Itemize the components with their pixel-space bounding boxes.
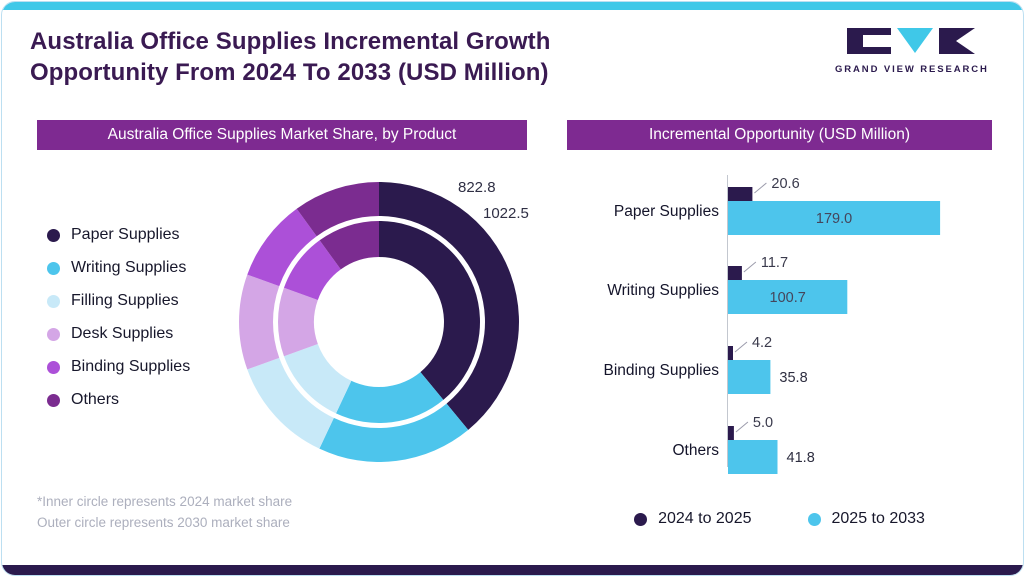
donut-segment-paper-supplies-inner [379, 221, 480, 400]
donut-legend: Paper Supplies Writing Supplies Filling Su… [47, 224, 190, 422]
callout-line-binding-supplies [734, 341, 748, 353]
legend-item-filling-supplies: Filling Supplies [47, 290, 190, 312]
donut-footnote-line-1: *Inner circle represents 2024 market sha… [37, 494, 293, 509]
legend-label-desk-supplies: Desk Supplies [71, 325, 174, 342]
legend-dot-others [47, 393, 60, 407]
top-accent-bar [2, 2, 1023, 10]
outer-ring-total-label: 1022.5 [483, 205, 529, 222]
legend-dot-filling-supplies [47, 294, 60, 308]
bar-value-label-2025-to-2033-paper-supplies: 179.0 [816, 211, 852, 227]
bar-2025-to-2033-others [728, 440, 778, 474]
market-share-donut [239, 182, 519, 463]
donut-segment-others-inner [319, 221, 379, 270]
inner-ring-total-label: 822.8 [458, 179, 496, 196]
market-share-panel-header: Australia Office Supplies Market Share, … [37, 120, 527, 150]
donut-segment-filling-supplies-inner [283, 344, 352, 414]
incremental-bar-chart-wrap: Paper Supplies 20.6 179.0 Writing Supplies 1… [562, 165, 997, 495]
donut-footnote: *Inner circle represents 2024 market sha… [37, 491, 292, 533]
bar-value-label-2025-to-2033-binding-supplies: 35.8 [779, 370, 807, 386]
donut-segment-binding-supplies-outer [247, 208, 317, 287]
donut-segment-binding-supplies-inner [283, 240, 341, 300]
donut-segment-desk-supplies-outer [239, 274, 280, 370]
legend-label-binding-supplies: Binding Supplies [71, 358, 191, 375]
donut-segment-writing-supplies-outer [319, 403, 469, 463]
bar-value-label-2025-to-2033-others: 41.8 [787, 450, 815, 466]
bar-legend-item-2025-to-2033: 2025 to 2033 [807, 508, 925, 530]
legend-item-writing-supplies: Writing Supplies [47, 257, 190, 279]
category-label-paper-supplies: Paper Supplies [614, 203, 719, 220]
legend-dot-binding-supplies [47, 360, 60, 374]
callout-line-writing-supplies [743, 261, 757, 273]
category-label-binding-supplies: Binding Supplies [604, 362, 720, 379]
bar-2025-to-2033-binding-supplies [728, 360, 771, 394]
bar-legend-dot-2024-to-2025 [634, 512, 648, 526]
legend-label-filling-supplies: Filling Supplies [71, 292, 179, 309]
category-label-others: Others [672, 442, 719, 459]
bar-value-label-2025-to-2033-writing-supplies: 100.7 [770, 290, 806, 306]
gvr-logo-mark [847, 28, 975, 54]
donut-segment-desk-supplies-inner [277, 287, 318, 357]
callout-line-paper-supplies [754, 182, 767, 194]
page-title-line-1: Australia Office Supplies Incremental Gr… [30, 28, 551, 55]
bar-value-label-2024-to-2025-others: 5.0 [753, 415, 773, 431]
donut-segment-filling-supplies-outer [247, 357, 334, 449]
legend-item-desk-supplies: Desk Supplies [47, 323, 190, 345]
bar-2024-to-2025-writing-supplies [728, 266, 742, 280]
bar-2024-to-2025-others [728, 426, 734, 440]
incremental-bar-chart: Paper Supplies 20.6 179.0 Writing Supplies 1… [604, 175, 941, 474]
legend-item-paper-supplies: Paper Supplies [47, 224, 190, 246]
gvr-logo-text: GRAND VIEW RESEARCH [835, 64, 989, 75]
legend-item-others: Others [47, 389, 190, 411]
legend-label-paper-supplies: Paper Supplies [71, 226, 180, 243]
incremental-opportunity-panel-header: Incremental Opportunity (USD Million) [567, 120, 992, 150]
bar-value-label-2024-to-2025-writing-supplies: 11.7 [761, 255, 788, 271]
bar-legend-item-2024-to-2025: 2024 to 2025 [634, 508, 752, 530]
legend-dot-writing-supplies [47, 261, 60, 275]
page-title: Australia Office Supplies Incremental Gr… [30, 26, 551, 88]
donut-segment-others-outer [296, 182, 379, 237]
legend-dot-desk-supplies [47, 327, 60, 341]
page-title-line-2: Opportunity From 2024 To 2033 (USD Milli… [30, 59, 549, 87]
callout-line-others [735, 421, 749, 433]
bar-legend-label-2024-to-2025: 2024 to 2025 [658, 510, 752, 527]
donut-footnote-line-2: Outer circle represents 2030 market shar… [37, 515, 290, 530]
category-label-writing-supplies: Writing Supplies [607, 282, 719, 299]
bar-value-label-2024-to-2025-paper-supplies: 20.6 [771, 176, 799, 192]
bar-legend-dot-2025-to-2033 [807, 512, 821, 526]
bar-legend-label-2025-to-2033: 2025 to 2033 [831, 510, 925, 527]
bar-2024-to-2025-binding-supplies [728, 346, 733, 360]
bar-2025-to-2033-paper-supplies [728, 201, 941, 235]
bar-chart-legend: 2024 to 2025 2025 to 2033 [567, 508, 992, 530]
bar-2025-to-2033-writing-supplies [728, 280, 848, 314]
donut-segment-writing-supplies-inner [336, 372, 444, 423]
bottom-accent-bar [2, 565, 1023, 575]
legend-dot-paper-supplies [47, 228, 60, 242]
market-share-donut-wrap [235, 178, 523, 466]
donut-segment-paper-supplies-outer [379, 182, 519, 430]
bar-value-label-2024-to-2025-binding-supplies: 4.2 [752, 335, 772, 351]
bar-2024-to-2025-paper-supplies [728, 187, 753, 201]
legend-item-binding-supplies: Binding Supplies [47, 356, 190, 378]
legend-label-others: Others [71, 391, 120, 408]
gvr-logo: GRAND VIEW RESEARCH [835, 28, 987, 75]
legend-label-writing-supplies: Writing Supplies [71, 259, 187, 276]
